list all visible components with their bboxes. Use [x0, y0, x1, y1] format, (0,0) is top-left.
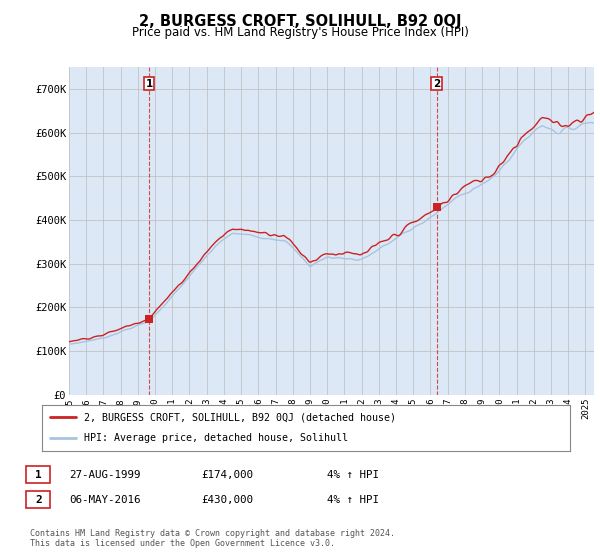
- Text: £430,000: £430,000: [201, 494, 253, 505]
- Text: 27-AUG-1999: 27-AUG-1999: [69, 470, 140, 480]
- Text: 2: 2: [433, 78, 440, 88]
- Text: Contains HM Land Registry data © Crown copyright and database right 2024.
This d: Contains HM Land Registry data © Crown c…: [30, 529, 395, 548]
- Text: 2, BURGESS CROFT, SOLIHULL, B92 0QJ (detached house): 2, BURGESS CROFT, SOLIHULL, B92 0QJ (det…: [84, 412, 396, 422]
- Text: 4% ↑ HPI: 4% ↑ HPI: [327, 470, 379, 480]
- Text: 2: 2: [35, 494, 42, 505]
- Text: 1: 1: [145, 78, 152, 88]
- Text: HPI: Average price, detached house, Solihull: HPI: Average price, detached house, Soli…: [84, 433, 348, 444]
- Text: 4% ↑ HPI: 4% ↑ HPI: [327, 494, 379, 505]
- Text: 1: 1: [35, 470, 42, 480]
- Text: 06-MAY-2016: 06-MAY-2016: [69, 494, 140, 505]
- Text: 2, BURGESS CROFT, SOLIHULL, B92 0QJ: 2, BURGESS CROFT, SOLIHULL, B92 0QJ: [139, 14, 461, 29]
- Text: £174,000: £174,000: [201, 470, 253, 480]
- Text: Price paid vs. HM Land Registry's House Price Index (HPI): Price paid vs. HM Land Registry's House …: [131, 26, 469, 39]
